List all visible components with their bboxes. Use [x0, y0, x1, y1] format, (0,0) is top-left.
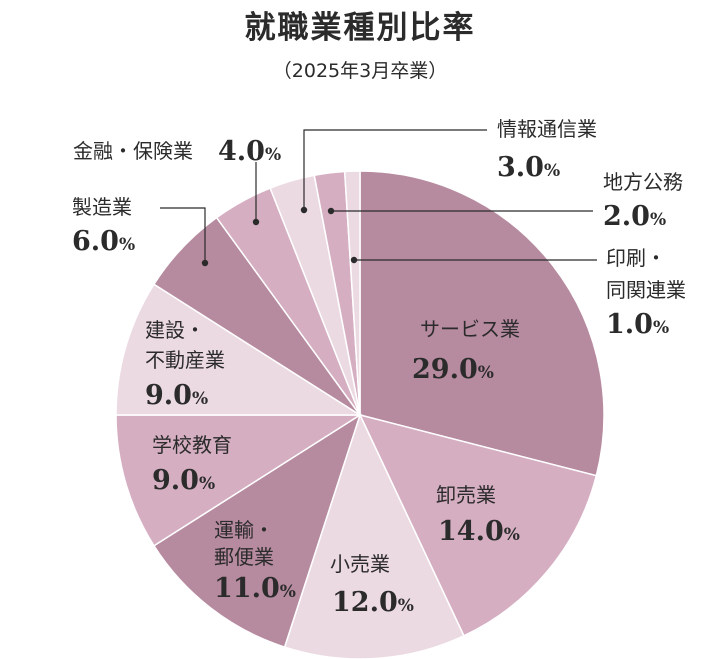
slice-value-label: 11.0% [214, 573, 296, 604]
slice-label: 同関連業 [606, 278, 686, 302]
slice-value-label: 1.0% [606, 309, 669, 340]
pie-slice [359, 170, 605, 477]
slice-value-label: 9.0% [152, 465, 215, 496]
chart-subtitle: （2025年3月卒業） [272, 60, 448, 82]
leader-line [160, 207, 206, 263]
pie-slice [115, 414, 363, 547]
slice-label: 郵便業 [214, 545, 274, 569]
slice-label: サービス業 [420, 317, 520, 341]
pie-slice [152, 413, 362, 649]
slice-label: 印刷・ [606, 246, 666, 270]
pie-slice [358, 413, 598, 637]
slice-value-label: 14.0% [438, 516, 520, 547]
slice-label: 不動産業 [145, 348, 225, 372]
leader-dot [252, 218, 260, 226]
slice-value-label: 12.0% [332, 587, 414, 618]
leader-dot [300, 206, 308, 214]
slice-value-label: 6.0% [72, 226, 135, 257]
slice-label: 製造業 [72, 195, 132, 219]
slice-label: 学校教育 [152, 433, 232, 457]
slice-label: 地方公務 [603, 170, 683, 194]
slice-value-label: 29.0% [412, 354, 494, 385]
slice-value-label: 9.0% [145, 380, 208, 411]
slice-value-label: 3.0% [497, 152, 560, 183]
slice-label: 金融・保険業 [73, 139, 193, 163]
slice-value-label: 4.0% [218, 136, 281, 167]
slice-label: 情報通信業 [497, 117, 597, 141]
slice-label: 運輸・ [214, 518, 274, 542]
chart-title: 就職業種別比率 [244, 10, 476, 46]
leader-dot [327, 207, 335, 215]
pie-slice [115, 283, 363, 416]
pie-slice [343, 170, 361, 416]
leader-dot [201, 259, 209, 267]
leader-dot [350, 256, 358, 264]
slice-label: 卸売業 [436, 483, 496, 507]
slice-label: 建設・ [145, 318, 205, 342]
pie-slice [283, 412, 465, 659]
leader-line [303, 129, 487, 210]
slice-label: 小売業 [330, 552, 390, 576]
slice-value-label: 2.0% [603, 201, 666, 232]
